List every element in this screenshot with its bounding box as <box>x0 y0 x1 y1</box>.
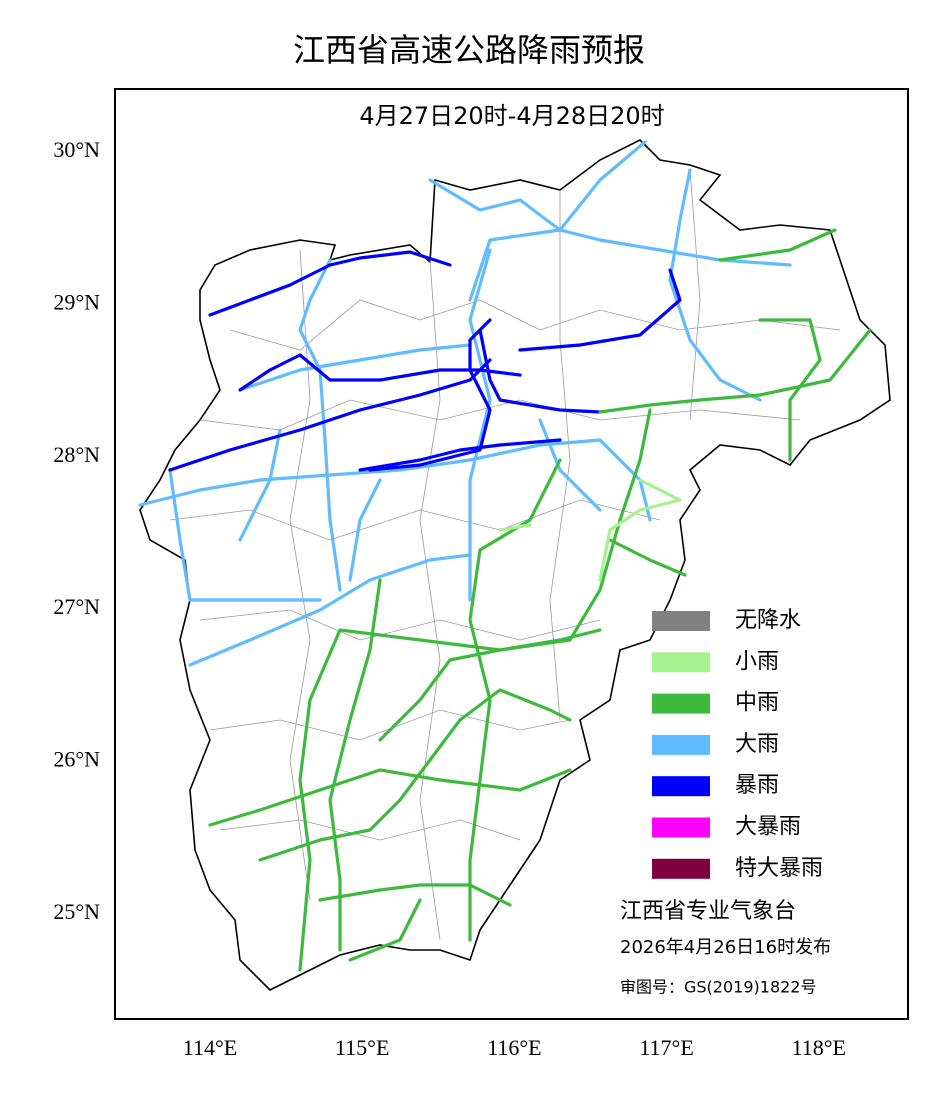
legend-swatch <box>652 693 710 714</box>
road <box>358 438 562 472</box>
road <box>608 538 687 577</box>
road <box>668 168 762 402</box>
legend-swatch <box>652 652 710 673</box>
lat-tick-label: 25°N <box>53 899 100 924</box>
lon-tick-label: 116°E <box>487 1035 541 1060</box>
legend-label: 大暴雨 <box>735 815 801 840</box>
road <box>238 428 282 542</box>
legend-label: 小雨 <box>735 649 779 674</box>
road <box>238 353 522 392</box>
legend-swatch <box>652 776 710 797</box>
issuer: 江西省专业气象台 <box>620 899 796 924</box>
road <box>298 408 652 972</box>
road <box>348 478 382 582</box>
road <box>598 478 682 582</box>
road <box>138 438 652 522</box>
lon-tick-label: 118°E <box>792 1035 846 1060</box>
road <box>428 178 792 267</box>
road <box>468 140 647 302</box>
road <box>378 628 602 742</box>
approval-number: 审图号：GS(2019)1822号 <box>620 978 816 997</box>
lat-tick-label: 28°N <box>53 442 100 467</box>
legend-swatch <box>652 611 710 631</box>
road <box>368 318 492 472</box>
road <box>328 578 382 952</box>
road <box>478 328 602 414</box>
road <box>468 248 492 602</box>
lat-tick-label: 29°N <box>53 289 100 314</box>
legend-label: 中雨 <box>735 691 779 716</box>
road <box>238 343 472 392</box>
subtitle: 4月27日20时-4月28日20时 <box>359 102 664 130</box>
issue-time: 2026年4月26日16时发布 <box>620 937 831 958</box>
roads <box>138 140 872 972</box>
road <box>598 328 872 414</box>
legend-label: 特大暴雨 <box>735 856 823 881</box>
road <box>208 768 572 827</box>
lon-tick-label: 117°E <box>639 1035 693 1060</box>
road <box>168 358 492 472</box>
road <box>538 418 602 512</box>
axes: 30°N 29°N 28°N 27°N 26°N 25°N 114°E 115°E 116°E 1… <box>53 137 846 1060</box>
legend-swatch <box>652 817 710 838</box>
lat-tick-label: 30°N <box>53 137 100 162</box>
lon-tick-label: 115°E <box>335 1035 389 1060</box>
road <box>718 228 837 262</box>
legend-label: 大雨 <box>735 732 779 757</box>
road <box>208 250 452 317</box>
road <box>468 458 562 942</box>
legend-label: 暴雨 <box>735 773 779 798</box>
road <box>258 688 572 862</box>
road <box>188 553 472 667</box>
lon-tick-label: 114°E <box>183 1035 237 1060</box>
map-frame <box>114 88 909 1020</box>
road <box>758 318 822 462</box>
legend-label: 无降水 <box>735 608 801 633</box>
road <box>168 468 322 602</box>
road <box>518 268 682 352</box>
road <box>348 898 422 962</box>
title: 江西省高速公路降雨预报 <box>293 31 645 69</box>
road <box>318 883 512 907</box>
legend-swatch <box>652 734 710 755</box>
road <box>498 523 532 532</box>
lat-tick-label: 27°N <box>53 594 100 619</box>
lat-tick-label: 26°N <box>53 747 100 772</box>
legend-swatch <box>652 858 710 879</box>
